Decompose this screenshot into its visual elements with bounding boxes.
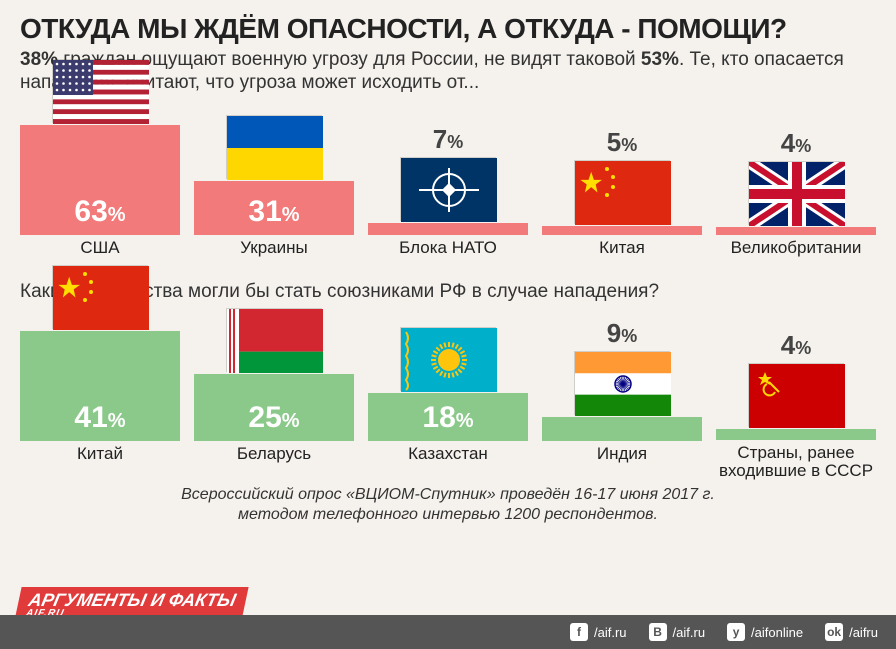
ally-cell: 9% Индия: [542, 311, 702, 481]
ally-countries-row: 41% Китай 25% Беларусь 18% Казахстан 9%: [20, 310, 876, 481]
percent-no-threat: 53%: [641, 49, 679, 70]
threat-label: Украины: [240, 239, 308, 275]
social-handle: /aifru: [849, 625, 878, 640]
ally-label: Индия: [597, 445, 647, 481]
flag-ussr-icon: [748, 363, 844, 427]
headline: ОТКУДА МЫ ЖДЁМ ОПАСНОСТИ, А ОТКУДА - ПОМ…: [20, 14, 876, 43]
threat-value: 63%: [74, 195, 125, 229]
threat-cell: 7% Блока НАТО: [368, 105, 528, 275]
threat-cell: 31% Украины: [194, 105, 354, 275]
ally-cell: 4% Страны, ранее входившие в СССР: [716, 310, 876, 481]
ally-label: Страны, ранее входившие в СССР: [716, 444, 876, 481]
flag-ukraine-icon: [226, 115, 322, 179]
flag-kazakhstan-icon: [400, 327, 496, 391]
social-y-icon: y: [727, 623, 745, 641]
flag-china-icon: [52, 265, 148, 329]
threat-label: Блока НАТО: [399, 239, 497, 275]
threat-bar: [716, 227, 876, 235]
flag-india-icon: [574, 351, 670, 415]
threat-cell: 63% США: [20, 105, 180, 275]
social-B-icon: B: [649, 623, 667, 641]
threat-value: 7%: [433, 124, 463, 155]
threat-bar: [542, 226, 702, 235]
flag-china-icon: [574, 160, 670, 224]
ally-value: 41%: [74, 401, 125, 435]
social-f-icon: f: [570, 623, 588, 641]
social-handle: /aifonline: [751, 625, 803, 640]
social-handle: /aif.ru: [594, 625, 627, 640]
threat-countries-row: 63% США 31% Украины 7% Блока НАТО 5% Кит: [20, 105, 876, 275]
bar-area: 4%: [716, 310, 876, 440]
bar-area: 25%: [194, 311, 354, 441]
threat-value: 4%: [781, 128, 811, 159]
bar-area: 9%: [542, 311, 702, 441]
threat-label: Китая: [599, 239, 645, 275]
ally-value: 25%: [248, 401, 299, 435]
threat-cell: 5% Китая: [542, 105, 702, 275]
flag-belarus-icon: [226, 308, 322, 372]
bar-area: 7%: [368, 105, 528, 235]
social-link[interactable]: B/aif.ru: [649, 623, 706, 641]
bar-area: 31%: [194, 105, 354, 235]
bar-area: 4%: [716, 105, 876, 235]
footer-bar: f/aif.ruB/aif.ruy/aifonlineok/aifru: [0, 615, 896, 649]
bar-area: 18%: [368, 311, 528, 441]
ally-value: 18%: [422, 401, 473, 435]
social-handle: /aif.ru: [673, 625, 706, 640]
flag-nato-icon: [400, 157, 496, 221]
social-link[interactable]: f/aif.ru: [570, 623, 627, 641]
ally-bar: [542, 417, 702, 441]
bar-area: 5%: [542, 105, 702, 235]
threat-label: Великобритании: [731, 239, 862, 275]
ally-cell: 25% Беларусь: [194, 311, 354, 481]
ally-label: Казахстан: [408, 445, 488, 481]
ally-cell: 41% Китай: [20, 311, 180, 481]
ally-value: 4%: [781, 330, 811, 361]
infographic-container: ОТКУДА МЫ ЖДЁМ ОПАСНОСТИ, А ОТКУДА - ПОМ…: [0, 0, 896, 533]
social-link[interactable]: y/aifonline: [727, 623, 803, 641]
threat-bar: [368, 223, 528, 235]
threat-cell: 4% Великобритании: [716, 105, 876, 275]
ally-cell: 18% Казахстан: [368, 311, 528, 481]
bar-area: 63%: [20, 105, 180, 235]
bar-area: 41%: [20, 311, 180, 441]
social-ok-icon: ok: [825, 623, 843, 641]
flag-usa-icon: [52, 59, 148, 123]
social-link[interactable]: ok/aifru: [825, 623, 878, 641]
threat-value: 5%: [607, 127, 637, 158]
ally-value: 9%: [607, 318, 637, 349]
survey-source-note: Всероссийский опрос «ВЦИОМ-Спутник» пров…: [20, 485, 876, 525]
ally-bar: [716, 429, 876, 440]
flag-uk-icon: [748, 161, 844, 225]
threat-value: 31%: [248, 195, 299, 229]
ally-label: Беларусь: [237, 445, 311, 481]
ally-label: Китай: [77, 445, 123, 481]
